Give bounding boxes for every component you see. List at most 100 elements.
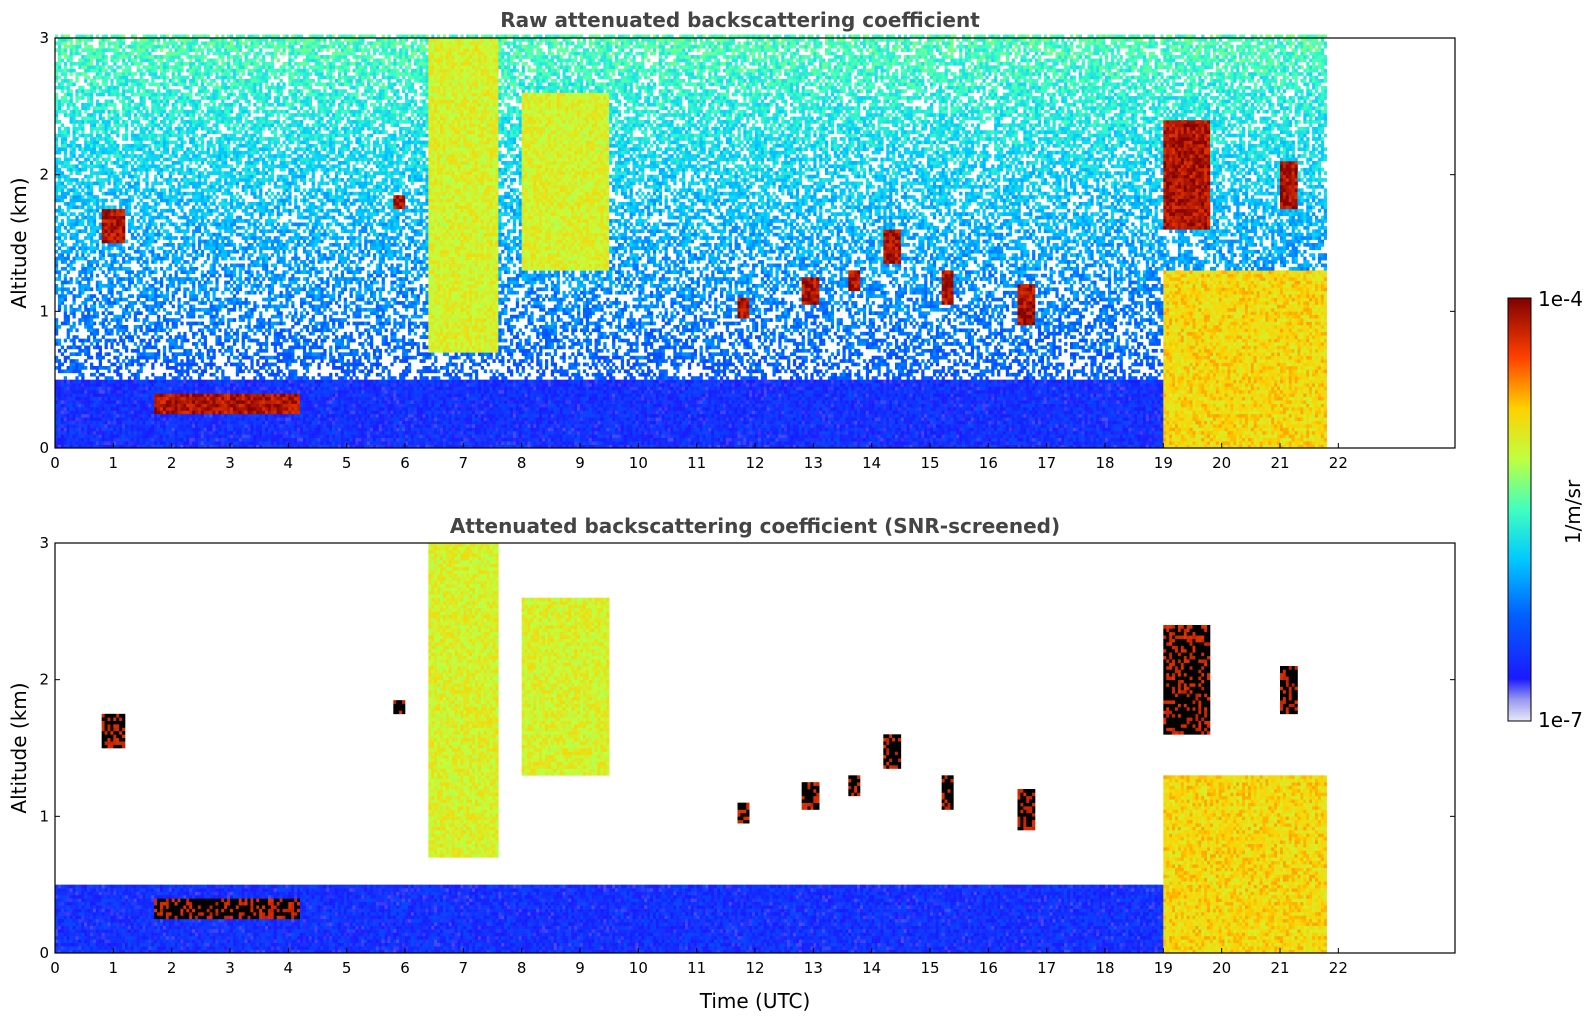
heatmap-cell	[221, 413, 225, 418]
heatmap-cell	[66, 256, 70, 261]
heatmap-cell	[130, 222, 135, 227]
heatmap-cell	[212, 260, 216, 264]
heatmap-cell	[212, 68, 216, 73]
heatmap-cell	[119, 362, 123, 367]
heatmap-cell	[200, 253, 205, 257]
heatmap-cell	[174, 222, 178, 227]
heatmap-cell	[183, 434, 187, 439]
heatmap-cell	[63, 304, 67, 309]
heatmap-cell	[203, 79, 207, 83]
heatmap-cell	[87, 212, 91, 216]
heatmap-cell	[218, 400, 222, 404]
heatmap-cell	[125, 260, 129, 264]
heatmap-cell	[90, 325, 94, 329]
heatmap-cell	[197, 72, 202, 76]
heatmap-cell	[227, 383, 231, 387]
heatmap-cell	[107, 116, 111, 121]
heatmap-cell	[101, 325, 105, 329]
heatmap-cell	[212, 208, 216, 213]
heatmap-cell	[142, 106, 146, 111]
heatmap-cell	[55, 161, 59, 165]
heatmap-cell	[215, 321, 219, 326]
heatmap-cell	[122, 219, 126, 223]
heatmap-cell	[177, 413, 181, 418]
heatmap-cell	[206, 311, 210, 316]
heatmap-cell	[69, 352, 73, 357]
heatmap-cell	[84, 236, 88, 240]
heatmap-cell	[107, 338, 111, 343]
heatmap-cell	[130, 34, 135, 39]
heatmap-cell	[212, 99, 216, 104]
heatmap-cell	[160, 266, 164, 271]
heatmap-cell	[75, 34, 79, 39]
heatmap-cell	[209, 304, 213, 309]
heatmap-cell	[162, 191, 167, 196]
heatmap-cell	[57, 178, 62, 182]
heatmap-cell	[192, 232, 196, 237]
heatmap-cell	[55, 225, 59, 230]
heatmap-cell	[133, 48, 137, 52]
heatmap-cell	[145, 280, 149, 285]
heatmap-cell	[63, 400, 67, 404]
heatmap-cell	[218, 147, 222, 152]
heatmap-cell	[215, 130, 219, 134]
heatmap-cell	[75, 120, 79, 124]
heatmap-cell	[98, 212, 102, 216]
heatmap-cell	[136, 116, 140, 121]
heatmap-cell	[63, 243, 67, 247]
heatmap-cell	[157, 400, 161, 404]
heatmap-cell	[200, 147, 205, 152]
heatmap-cell	[148, 400, 152, 404]
heatmap-cell	[189, 85, 193, 90]
heatmap-cell	[165, 202, 170, 206]
heatmap-cell	[215, 178, 219, 182]
heatmap-cell	[101, 65, 105, 70]
heatmap-cell	[113, 260, 117, 264]
heatmap-cell	[168, 328, 172, 333]
heatmap-cell	[180, 393, 184, 398]
heatmap-cell	[55, 290, 59, 295]
heatmap-cell	[186, 99, 190, 104]
heatmap-cell	[69, 99, 73, 104]
heatmap-cell	[119, 55, 123, 59]
heatmap-cell	[157, 164, 161, 169]
heatmap-cell	[113, 410, 117, 415]
heatmap-cell	[139, 222, 143, 227]
heatmap-cell	[72, 379, 76, 384]
heatmap-cell	[90, 427, 94, 432]
heatmap-cell	[107, 215, 111, 220]
heatmap-cell	[125, 277, 129, 281]
heatmap-cell	[203, 301, 207, 305]
heatmap-cell	[221, 389, 225, 394]
heatmap-cell	[186, 430, 190, 435]
heatmap-cell	[227, 75, 231, 80]
heatmap-cell	[139, 61, 143, 66]
heatmap-cell	[203, 379, 207, 384]
heatmap-cell	[98, 184, 102, 189]
heatmap-cell	[136, 345, 140, 350]
heatmap-cell	[87, 410, 91, 415]
heatmap-cell	[151, 157, 155, 162]
heatmap-cell	[227, 140, 231, 145]
heatmap-cell	[180, 379, 184, 384]
heatmap-cell	[130, 85, 135, 90]
heatmap-cell	[203, 294, 207, 298]
heatmap-cell	[87, 68, 91, 73]
heatmap-cell	[127, 407, 132, 411]
heatmap-cell	[60, 434, 65, 439]
heatmap-cell	[203, 273, 207, 278]
heatmap-cell	[154, 430, 158, 435]
heatmap-cell	[60, 188, 65, 193]
heatmap-cell	[127, 311, 132, 316]
heatmap-cell	[180, 407, 184, 411]
heatmap-cell	[177, 202, 181, 206]
heatmap-cell	[212, 164, 216, 169]
heatmap-cell	[92, 413, 97, 418]
heatmap-cell	[195, 123, 199, 128]
heatmap-cell	[177, 393, 181, 398]
heatmap-cell	[165, 99, 170, 104]
heatmap-cell	[92, 441, 97, 445]
heatmap-cell	[209, 154, 213, 158]
heatmap-cell	[55, 287, 59, 292]
heatmap-cell	[145, 297, 149, 302]
